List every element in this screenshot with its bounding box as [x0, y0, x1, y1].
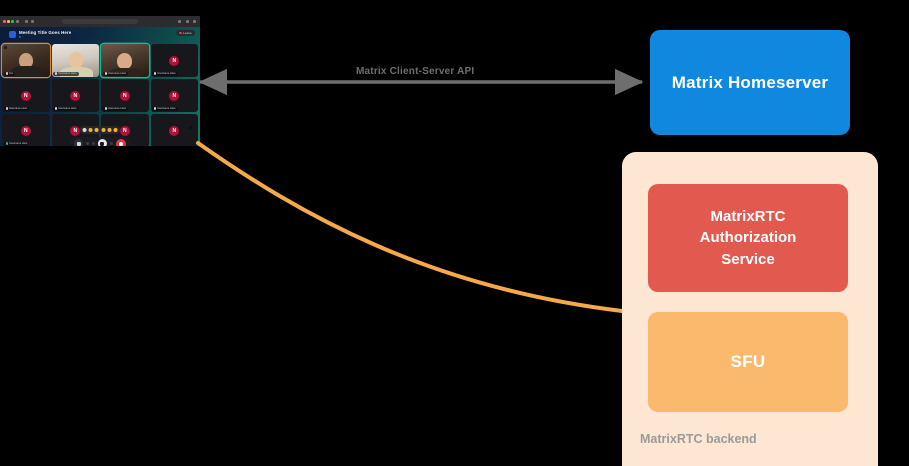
- hangup-button[interactable]: [116, 138, 127, 146]
- avatar: N: [119, 90, 130, 101]
- microphone-button[interactable]: [73, 139, 83, 146]
- participant-tile[interactable]: N Username Here: [2, 79, 50, 112]
- participant-name: You: [8, 72, 14, 76]
- emoji-reaction-icon[interactable]: [107, 128, 112, 132]
- participant-name-chip: Username Here: [53, 106, 79, 111]
- microphone-icon: [55, 107, 58, 110]
- toolbar-divider: [92, 142, 95, 145]
- room-title: Meeting Title Goes Here: [19, 29, 72, 35]
- avatar: N: [70, 90, 81, 101]
- participant-name-chip: Username Here: [152, 106, 178, 111]
- participant-name: Username Here: [8, 107, 28, 111]
- participant-tile[interactable]: N Username Here: [150, 44, 198, 77]
- sfu-box[interactable]: SFU: [648, 312, 848, 412]
- share-icon[interactable]: [178, 20, 181, 23]
- participant-name-chip: Username Here: [53, 71, 79, 76]
- browser-chrome-bar: [0, 16, 200, 27]
- screenshare-active-icon: [5, 142, 8, 145]
- participant-name-chip: Username Here: [102, 71, 129, 76]
- participant-name: Username Here: [58, 72, 77, 76]
- call-stage: Meeting Title Goes Here 8 ↑ Leave You: [0, 27, 200, 146]
- microphone-icon: [104, 72, 107, 75]
- raised-hand-icon: [188, 126, 192, 130]
- matrix-homeserver-box[interactable]: Matrix Homeserver: [650, 30, 850, 135]
- avatar: N: [20, 90, 31, 101]
- matrixrtc-authorization-service-label: MatrixRTC Authorization Service: [699, 208, 797, 268]
- avatar: N: [169, 90, 180, 101]
- pin-icon[interactable]: [3, 45, 7, 49]
- reaction-picker-icon[interactable]: [82, 128, 87, 132]
- participant-tile[interactable]: Username Here: [51, 44, 99, 77]
- new-tab-icon[interactable]: [186, 20, 189, 23]
- toolbar-divider: [110, 142, 113, 145]
- room-avatar: [9, 30, 16, 38]
- window-traffic-lights[interactable]: [3, 20, 14, 23]
- microphone-icon: [104, 107, 107, 110]
- reactions-bar[interactable]: [79, 126, 121, 134]
- media-stream-curve: [196, 141, 624, 313]
- back-arrow-icon[interactable]: [25, 20, 28, 23]
- matrix-homeserver-label: Matrix Homeserver: [671, 72, 829, 92]
- participant-tile[interactable]: N Username Here: [51, 79, 99, 112]
- maximize-window-icon[interactable]: [11, 20, 14, 23]
- participant-name-chip: Username Here: [152, 71, 178, 76]
- participant-name-chip: Username Here: [3, 106, 30, 111]
- close-window-icon[interactable]: [3, 20, 6, 23]
- sidebar-toggle-icon[interactable]: [16, 20, 19, 23]
- participant-count: 8 ↑: [19, 35, 24, 40]
- participant-name: Username Here: [107, 72, 127, 76]
- microphone-icon: [5, 72, 8, 75]
- emoji-reaction-icon[interactable]: [101, 128, 106, 132]
- participant-tile[interactable]: N: [150, 114, 198, 146]
- participant-tile[interactable]: Username Here: [101, 44, 149, 77]
- avatar: N: [20, 125, 31, 136]
- browser-address-bar[interactable]: [62, 18, 138, 25]
- emoji-reaction-icon[interactable]: [88, 128, 93, 132]
- participant-name-chip: Username Here: [3, 141, 30, 146]
- participant-tile[interactable]: N Username Here: [101, 79, 149, 112]
- camera-button[interactable]: [97, 139, 107, 146]
- participant-tile[interactable]: N Username Here: [2, 114, 50, 146]
- participant-name-chip: Username Here: [102, 106, 129, 111]
- leave-call-label: Leave: [183, 31, 192, 36]
- emoji-reaction-icon[interactable]: [113, 128, 118, 132]
- webcam-feed: [2, 44, 50, 77]
- avatar: N: [169, 55, 180, 66]
- participant-name: Username Here: [9, 142, 28, 146]
- hangup-icon: [179, 32, 182, 35]
- avatar: N: [70, 125, 81, 136]
- minimize-window-icon[interactable]: [7, 20, 10, 23]
- participant-name: Username Here: [107, 107, 127, 111]
- microphone-icon: [55, 72, 58, 75]
- avatar: N: [119, 125, 130, 136]
- client-server-api-label: Matrix Client-Server API: [356, 66, 475, 77]
- avatar: N: [169, 125, 180, 136]
- participant-name: Username Here: [157, 107, 176, 111]
- matrixrtc-backend-label: MatrixRTC backend: [640, 432, 757, 446]
- sfu-label: SFU: [730, 352, 766, 371]
- participant-name-chip: You: [3, 71, 16, 76]
- participant-name: Username Here: [157, 72, 176, 76]
- video-call-screenshot: Meeting Title Goes Here 8 ↑ Leave You: [0, 16, 200, 146]
- tabs-overview-icon[interactable]: [193, 20, 196, 23]
- call-header: Meeting Title Goes Here 8 ↑ Leave: [0, 27, 200, 42]
- participant-tile[interactable]: N Username Here: [150, 79, 198, 112]
- toolbar-divider: [86, 142, 89, 145]
- call-controls-toolbar[interactable]: [69, 137, 131, 146]
- emoji-reaction-icon[interactable]: [94, 128, 99, 132]
- matrixrtc-authorization-service-box[interactable]: MatrixRTC Authorization Service: [648, 184, 848, 292]
- participant-tile[interactable]: You: [2, 44, 50, 77]
- microphone-icon: [5, 107, 8, 110]
- matrixrtc-backend-panel: MatrixRTC Authorization Service SFU Matrix…: [622, 152, 878, 466]
- leave-call-button[interactable]: Leave: [175, 30, 195, 37]
- microphone-icon: [154, 72, 157, 75]
- participant-name: Username Here: [58, 107, 77, 111]
- microphone-icon: [154, 107, 157, 110]
- forward-arrow-icon[interactable]: [31, 20, 34, 23]
